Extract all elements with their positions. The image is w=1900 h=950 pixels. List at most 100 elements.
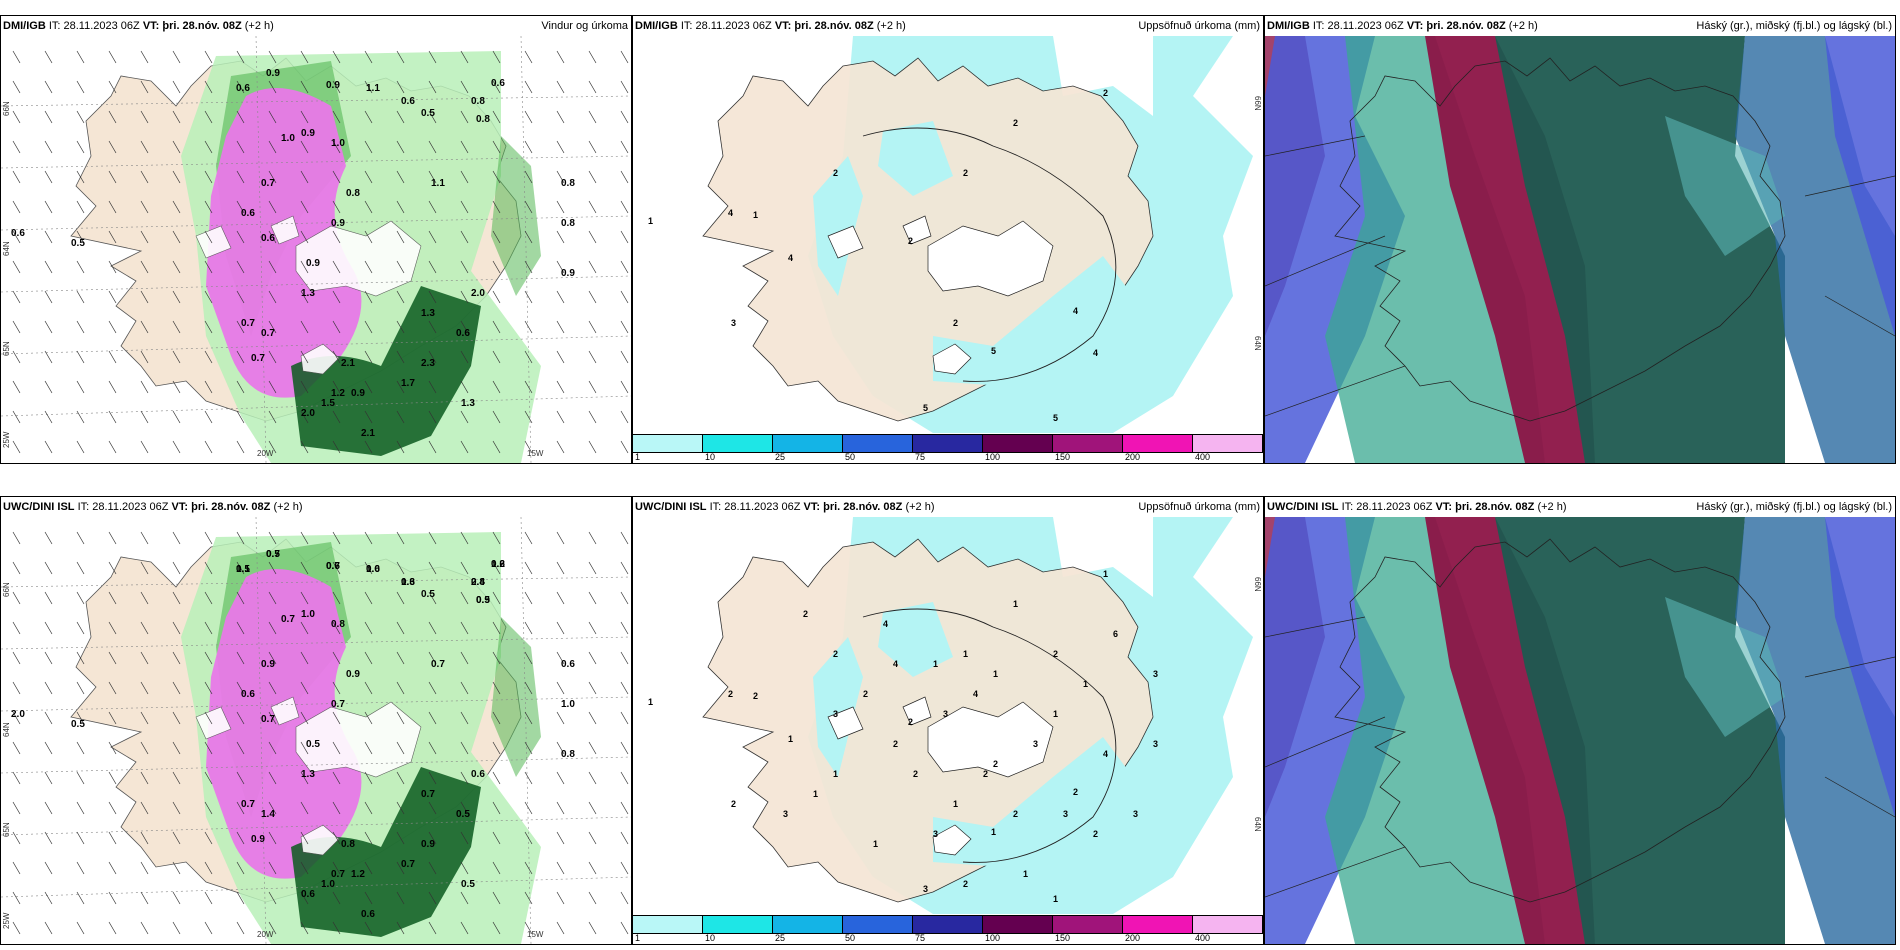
- wind-barb: [556, 380, 565, 394]
- wind-barb: [332, 260, 341, 274]
- wind-barb: [428, 831, 437, 845]
- colorbar-swatch: [773, 435, 843, 452]
- colorbar-ticks: 1 10 25 50 75 100 150 200 400: [633, 452, 1263, 463]
- wind-barb: [588, 380, 597, 394]
- precip-value-label: 1.0: [301, 609, 315, 620]
- wind-barb: [524, 801, 533, 815]
- wind-barb: [364, 200, 373, 214]
- wind-barb: [204, 831, 213, 845]
- wind-barb: [588, 651, 597, 665]
- wind-barb: [236, 711, 245, 725]
- wind-barb: [236, 260, 245, 274]
- precip-value-label: 0.6: [241, 689, 255, 700]
- wind-barb: [44, 170, 53, 184]
- lead-time: (+2 h): [876, 20, 906, 32]
- precip-value-label: 0.5: [236, 564, 250, 575]
- precip-value-label: 0.5: [306, 739, 320, 750]
- wind-barb: [44, 80, 53, 94]
- wind-barb: [428, 921, 437, 935]
- wind-barb: [12, 741, 21, 755]
- precip-value-label: 2: [753, 691, 758, 701]
- wind-barb: [492, 621, 501, 635]
- wind-barb: [204, 260, 213, 274]
- axis-label: 66N: [1253, 577, 1262, 592]
- precip-value-label: 2: [731, 799, 736, 809]
- wind-barb: [204, 200, 213, 214]
- precip-value-label: 1.4: [261, 809, 275, 820]
- wind-barb: [140, 801, 149, 815]
- wind-barb: [12, 80, 21, 94]
- wind-barb: [332, 320, 341, 334]
- colorbar-tick-label: 25: [774, 933, 785, 943]
- wind-barb: [236, 140, 245, 154]
- wind-barb: [236, 170, 245, 184]
- valid-time-label: VT:: [1406, 20, 1424, 32]
- low-cloud-band: [1825, 36, 1895, 336]
- wind-barb: [332, 350, 341, 364]
- wind-barb: [556, 110, 565, 124]
- panel-wind-dmi: DMI/IGB IT: 28.11.2023 06Z VT: þri. 28.n…: [0, 15, 632, 464]
- wind-barb: [108, 440, 117, 454]
- wind-barb: [364, 771, 373, 785]
- wind-barb: [140, 350, 149, 364]
- panel-title: Vindur og úrkoma: [541, 20, 628, 32]
- wind-barb: [44, 651, 53, 665]
- wind-barb: [172, 200, 181, 214]
- wind-barb: [204, 891, 213, 905]
- lead-time: (+2 h): [905, 501, 935, 513]
- precip-value-label: 1: [1023, 869, 1028, 879]
- wind-barb: [268, 80, 277, 94]
- valid-time: þri. 28.nóv. 08Z: [1426, 20, 1506, 32]
- wind-barb: [268, 260, 277, 274]
- wind-barb: [12, 921, 21, 935]
- graticule-line: [1, 335, 631, 355]
- wind-barb: [460, 831, 469, 845]
- axis-label: 65N: [2, 822, 11, 837]
- precip-value-label: 2: [893, 739, 898, 749]
- axis-label: 64N: [1253, 817, 1262, 832]
- panel-header: UWC/DINI ISL IT: 28.11.2023 06Z VT: þri.…: [1265, 497, 1895, 517]
- wind-barb: [396, 711, 405, 725]
- wind-barb: [76, 891, 85, 905]
- precip-value-label: 0.9: [346, 669, 360, 680]
- precip-value-label: 0.8: [471, 96, 485, 107]
- wind-barb: [12, 771, 21, 785]
- wind-barb: [140, 230, 149, 244]
- wind-barb: [172, 260, 181, 274]
- precip-value-label: 1: [1053, 894, 1058, 904]
- model-name: UWC/DINI ISL: [635, 501, 707, 513]
- precip-value-label: 1: [991, 827, 996, 837]
- wind-barb: [332, 440, 341, 454]
- wind-barb: [524, 260, 533, 274]
- wind-barb: [172, 350, 181, 364]
- wind-barb: [172, 290, 181, 304]
- wind-barb: [332, 771, 341, 785]
- model-name: DMI/IGB: [1267, 20, 1310, 32]
- wind-barb: [524, 681, 533, 695]
- lead-time: (+2 h): [1537, 501, 1567, 513]
- wind-barb: [428, 621, 437, 635]
- wind-barb: [204, 50, 213, 64]
- wind-barb: [140, 921, 149, 935]
- lead-time: (+2 h): [1508, 20, 1538, 32]
- wind-barb: [396, 350, 405, 364]
- wind-barb: [140, 831, 149, 845]
- precip-value-label: 2.0: [471, 288, 485, 299]
- wind-barb: [396, 921, 405, 935]
- wind-barb: [556, 711, 565, 725]
- wind-barb: [524, 531, 533, 545]
- colorbar-swatch: [1193, 435, 1263, 452]
- wind-barb: [204, 320, 213, 334]
- wind-barb: [492, 711, 501, 725]
- wind-barb: [172, 681, 181, 695]
- wind-barb: [556, 350, 565, 364]
- wind-barb: [620, 230, 629, 244]
- wind-barb: [236, 290, 245, 304]
- precip-value-label: 0.5: [461, 879, 475, 890]
- wind-barb: [332, 410, 341, 424]
- wind-barb: [428, 230, 437, 244]
- wind-barb: [268, 410, 277, 424]
- wind-barb: [460, 80, 469, 94]
- precip-value-label: 0.6: [301, 889, 315, 900]
- wind-barb: [620, 440, 629, 454]
